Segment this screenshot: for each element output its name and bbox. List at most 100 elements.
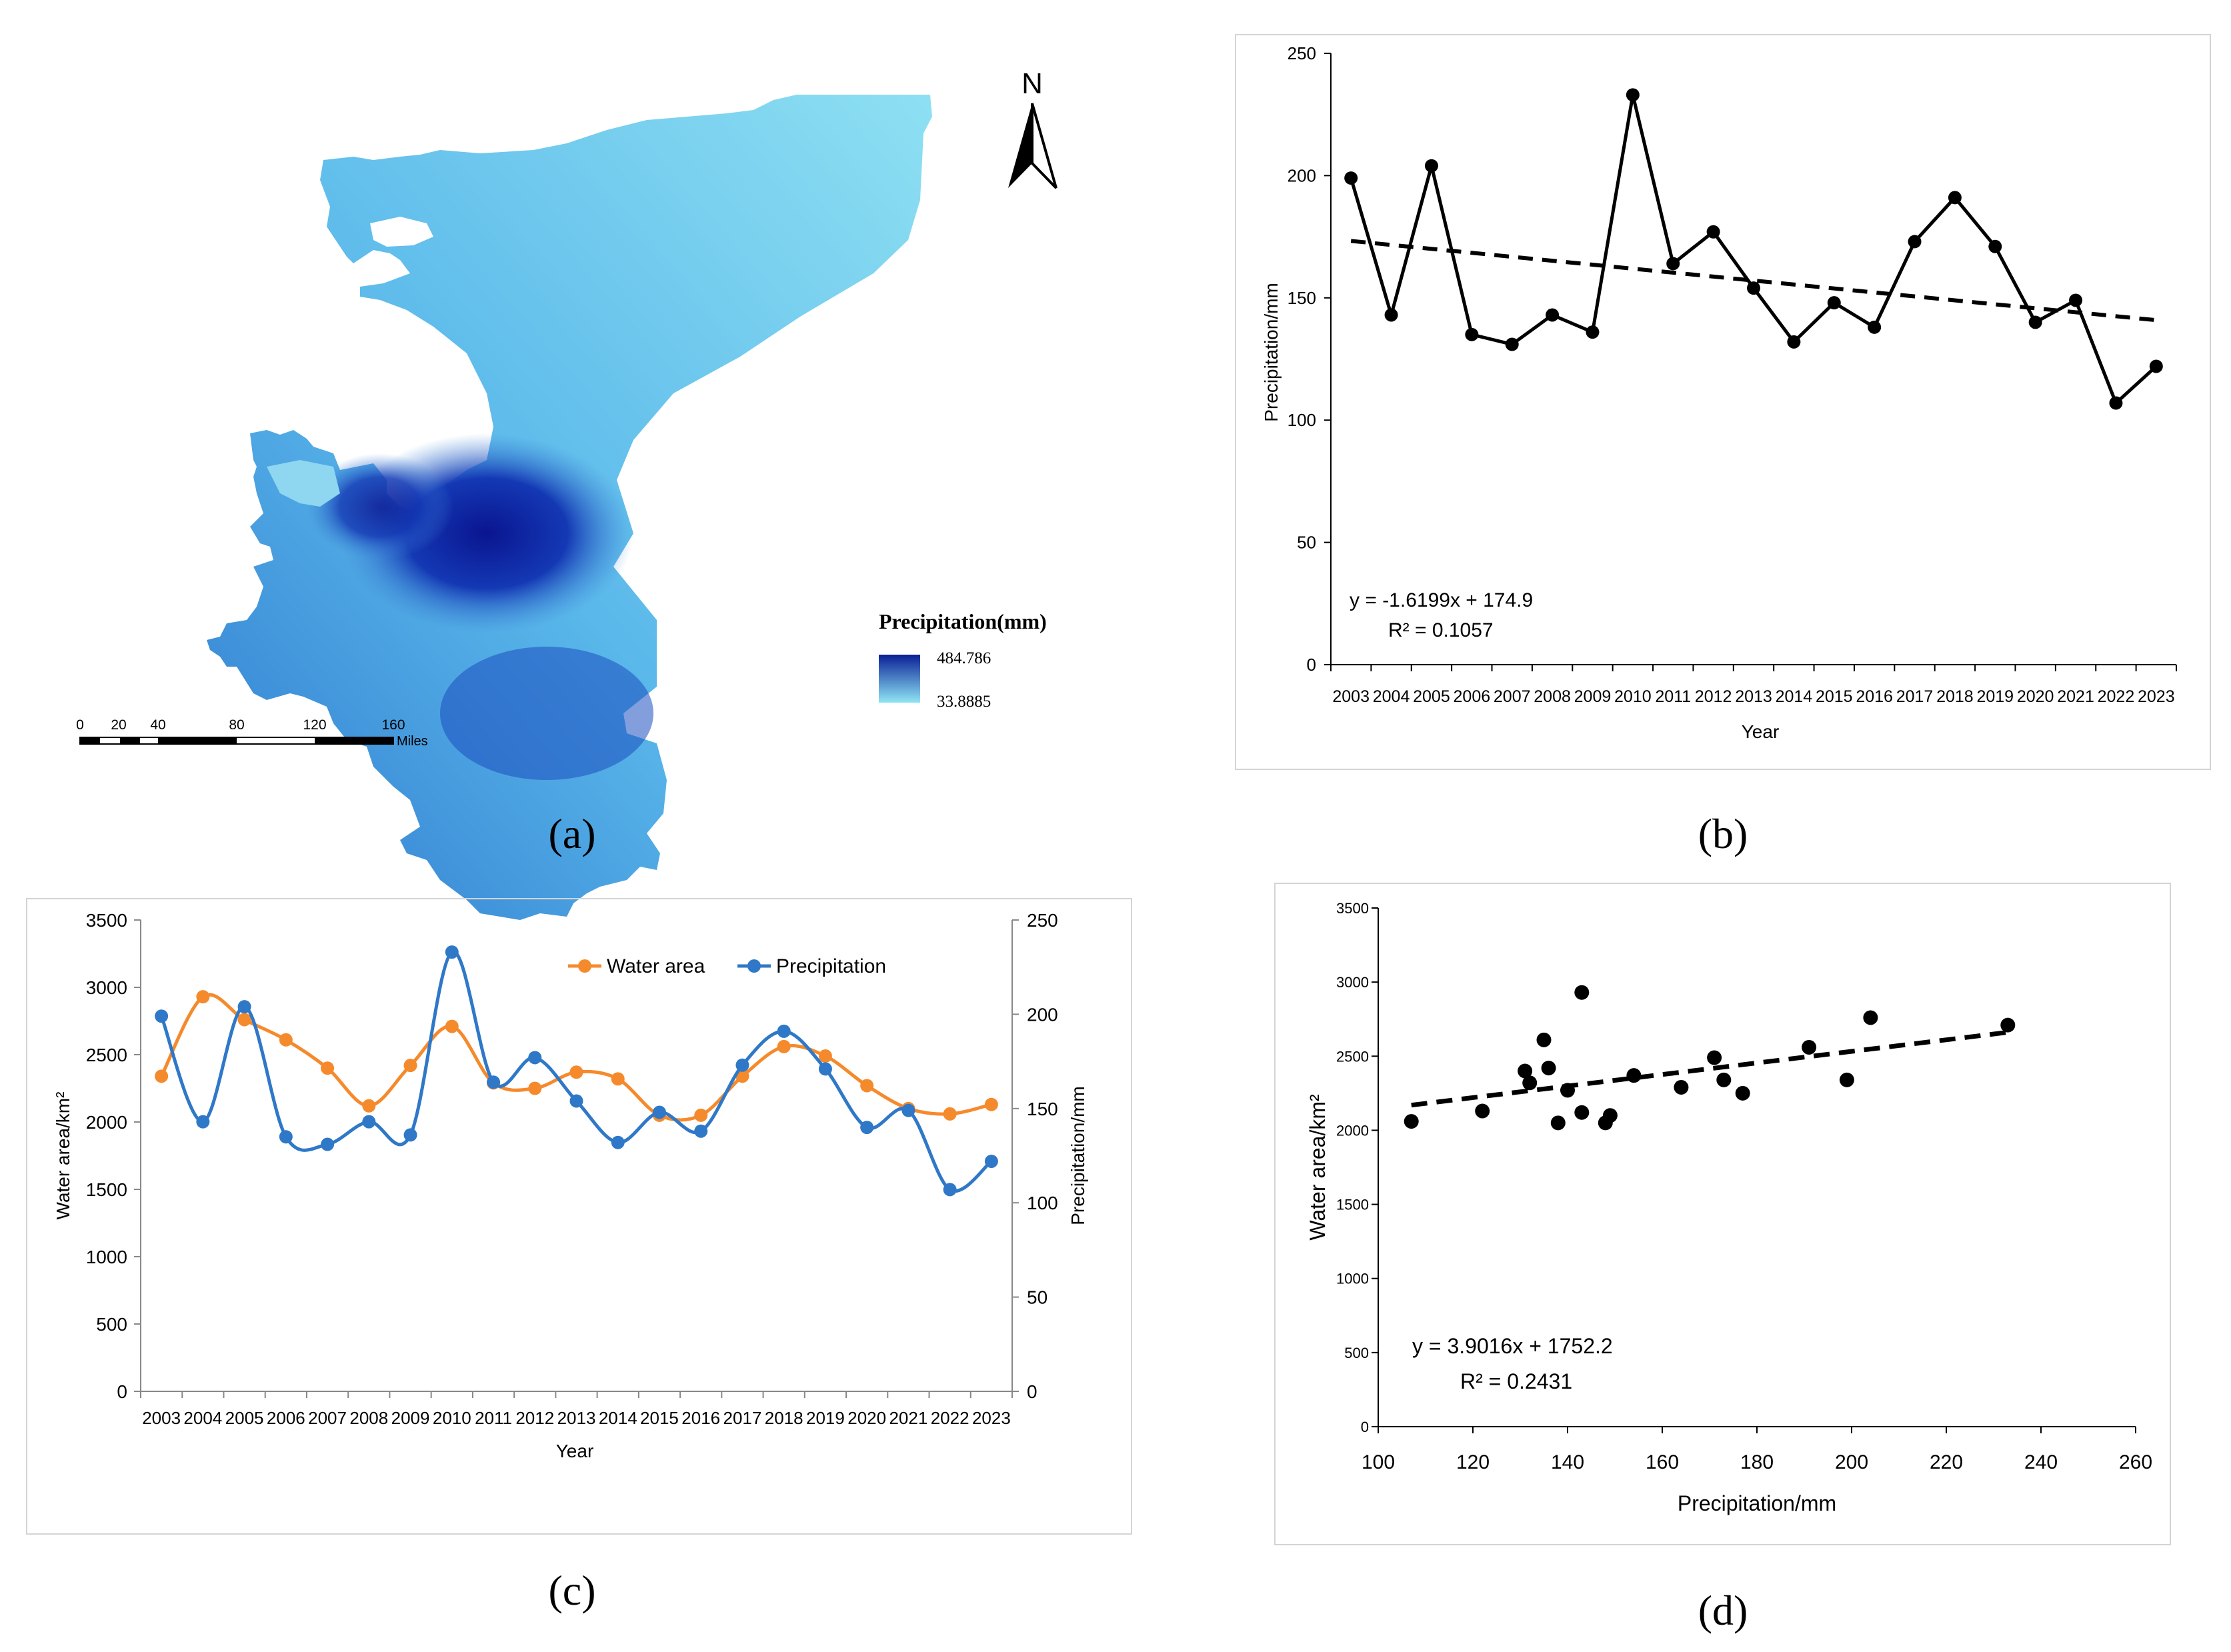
chart-b-point — [2149, 359, 2163, 373]
chart-c-x-tick-label: 2021 — [889, 1408, 927, 1428]
chart-c-left-tick-label: 1500 — [86, 1179, 127, 1200]
chart-b-point — [2109, 396, 2123, 410]
north-arrow-shape — [1008, 103, 1032, 188]
panel-label-c: (c) — [548, 1567, 595, 1614]
chart-c-x-tick-label: 2022 — [931, 1408, 969, 1428]
chart-c-left-tick-label: 0 — [117, 1381, 127, 1402]
chart-b-x-tick-label: 2019 — [1976, 687, 2014, 706]
chart-c-legend-label: Precipitation — [776, 955, 886, 977]
chart-c-x-tick-label: 2004 — [183, 1408, 222, 1428]
chart-b-equation: y = -1.6199x + 174.9 — [1350, 589, 1533, 611]
chart-c-x-tick-label: 2009 — [391, 1408, 430, 1428]
chart-b-x-tick-label: 2011 — [1655, 687, 1691, 706]
chart-c-x-tick-label: 2016 — [681, 1408, 720, 1428]
scale-bar: 0 20 40 80 120 160 Miles — [76, 717, 428, 749]
chart-d-y-tick-label: 500 — [1344, 1345, 1369, 1361]
chart-c-x-tick-label: 2005 — [225, 1408, 264, 1428]
chart-d-point — [1602, 1108, 1618, 1123]
chart-c-x-tick-label: 2019 — [806, 1408, 845, 1428]
chart-c-point-1 — [237, 1000, 251, 1014]
chart-b-x-tick-label: 2015 — [1816, 687, 1853, 706]
chart-b-y-tick-label: 0 — [1307, 655, 1316, 675]
legend-min: 33.8885 — [937, 693, 991, 711]
chart-c-point-0 — [735, 1069, 749, 1083]
chart-c-left-tick-label: 2000 — [86, 1112, 127, 1133]
chart-d-point — [1522, 1075, 1538, 1091]
chart-d-equation: y = 3.9016x + 1752.2 — [1412, 1334, 1613, 1358]
map-dark-south — [440, 647, 653, 780]
chart-c-ylabel-left: Water area/km² — [53, 1092, 73, 1220]
chart-c-point-1 — [860, 1121, 874, 1135]
map-lake-hole — [370, 217, 433, 247]
chart-d-ylabel: Water area/km² — [1306, 1094, 1330, 1241]
chart-c-ylabel-right: Precipitation/mm — [1067, 1086, 1088, 1225]
chart-b-x-tick-label: 2008 — [1534, 687, 1571, 706]
chart-b-point — [2069, 293, 2083, 307]
chart-b-x-tick-label: 2021 — [2057, 687, 2094, 706]
north-arrow: N — [1008, 67, 1057, 189]
chart-c-point-0 — [984, 1097, 998, 1111]
chart-c-point-0 — [445, 1019, 459, 1033]
chart-c-left-tick-label: 3500 — [86, 910, 127, 931]
chart-b-point — [1626, 88, 1640, 102]
chart-d-point — [1674, 1079, 1689, 1095]
chart-c-point-0 — [155, 1069, 169, 1083]
chart-b-x-tick-label: 2020 — [2017, 687, 2054, 706]
chart-c-point-1 — [362, 1115, 376, 1129]
chart-d-point — [1404, 1114, 1419, 1129]
panel-label-a: (a) — [548, 810, 595, 857]
chart-d-x-tick-label: 120 — [1456, 1451, 1490, 1473]
chart-c-x-tick-label: 2008 — [349, 1408, 388, 1428]
chart-d-y-tick-label: 1000 — [1336, 1271, 1369, 1287]
chart-b-x-tick-label: 2005 — [1413, 687, 1450, 706]
chart-d-point — [1707, 1050, 1722, 1065]
chart-c-point-1 — [569, 1094, 583, 1108]
chart-b-y-tick-label: 100 — [1288, 410, 1316, 430]
chart-d-y-tick-label: 3000 — [1336, 974, 1369, 991]
chart-b-point — [1384, 308, 1398, 322]
chart-c-right-tick-label: 250 — [1027, 910, 1058, 931]
chart-b-point — [1706, 225, 1720, 239]
chart-c-point-1 — [611, 1135, 625, 1149]
scale-seg-2 — [120, 737, 140, 744]
panel-label-b: (b) — [1698, 810, 1748, 857]
chart-c-point-1 — [943, 1183, 957, 1197]
scale-tick-label: 120 — [303, 717, 326, 733]
chart-c-right-tick-label: 0 — [1027, 1381, 1037, 1402]
chart-b-point — [1908, 235, 1922, 249]
chart-c-x-tick-label: 2023 — [972, 1408, 1011, 1428]
scale-tick-label: 40 — [150, 717, 165, 733]
chart-b-point — [1747, 281, 1760, 295]
chart-c-point-0 — [321, 1061, 335, 1075]
chart-c-x-tick-label: 2014 — [599, 1408, 637, 1428]
chart-d-point — [1518, 1063, 1533, 1079]
chart-d-point — [1550, 1115, 1566, 1131]
chart-c-x-tick-label: 2006 — [267, 1408, 305, 1428]
chart-b-point — [1546, 308, 1560, 322]
chart-c-point-0 — [777, 1039, 791, 1053]
chart-c-x-tick-label: 2020 — [847, 1408, 886, 1428]
chart-b-y-tick-label: 150 — [1288, 288, 1316, 308]
chart-c-right-tick-label: 150 — [1027, 1099, 1058, 1119]
chart-d-trend-line — [1411, 1029, 2008, 1108]
chart-d-x-tick-label: 200 — [1835, 1451, 1868, 1473]
chart-c-point-1 — [984, 1154, 998, 1168]
chart-c-point-1 — [818, 1062, 832, 1076]
chart-b-x-tick-label: 2017 — [1896, 687, 1934, 706]
chart-c-x-tick-label: 2017 — [723, 1408, 762, 1428]
north-label: N — [1021, 67, 1043, 100]
scale-tick-label: 80 — [229, 717, 244, 733]
chart-b-point — [1827, 296, 1841, 310]
chart-c-point-1 — [652, 1105, 666, 1119]
chart-d-point — [1735, 1085, 1750, 1101]
chart-d-point — [1541, 1061, 1556, 1076]
chart-b-point — [1988, 239, 2002, 253]
scale-tick-label: 160 — [381, 717, 405, 733]
chart-c-point-1 — [528, 1051, 542, 1065]
chart-d-r2: R² = 0.2431 — [1460, 1369, 1572, 1393]
chart-c-point-1 — [279, 1130, 293, 1144]
chart-c-point-0 — [611, 1072, 625, 1086]
chart-b-x-tick-label: 2016 — [1856, 687, 1893, 706]
chart-c-x-tick-label: 2011 — [475, 1408, 512, 1428]
